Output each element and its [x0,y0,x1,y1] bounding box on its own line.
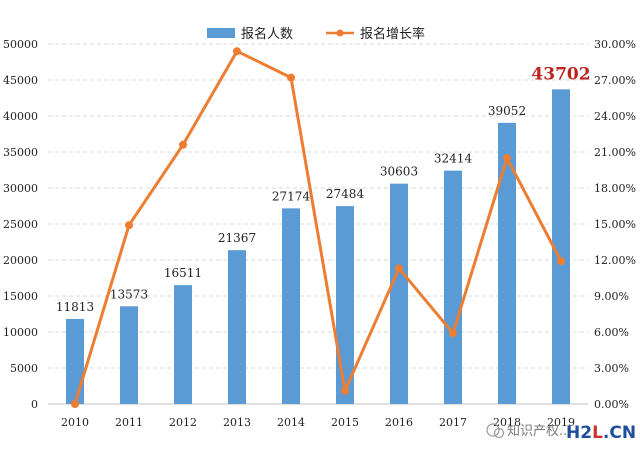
right-axis-tick: 9.00% [594,290,629,303]
right-axis-tick: 12.00% [594,254,636,267]
left-axis-tick: 35000 [3,146,38,159]
bar [444,170,462,404]
x-axis-tick: 2017 [439,416,467,429]
right-axis-tick: 30.00% [594,38,636,51]
watermark-text: 知识产权... [507,423,571,439]
bar-value-label: 27484 [326,187,365,201]
growth-line-path [73,49,563,405]
legend-bar-swatch [207,28,235,38]
left-axis-tick: 5000 [10,362,38,375]
x-axis-tick: 2018 [493,416,521,429]
bar-value-label-highlight: 43702 [531,64,590,84]
growth-line [71,47,565,408]
right-axis-tick: 24.00% [594,110,636,123]
bar-value-label: 39052 [488,104,526,118]
growth-point [71,400,79,408]
bar [228,250,246,404]
left-axis-tick: 20000 [3,254,38,267]
left-axis-tick: 15000 [3,290,38,303]
right-axis-tick: 27.00% [594,74,636,87]
growth-point [179,140,187,149]
bar [390,183,408,404]
bar-value-label: 30603 [380,165,418,179]
x-axis-tick: 2019 [547,416,575,429]
left-axis-tick: 25000 [3,218,38,231]
bar [66,318,84,404]
growth-point [503,154,511,162]
growth-point [557,257,565,266]
legend-line-marker [336,29,344,37]
left-axis-tick: 10000 [3,326,38,339]
bar-value-label: 11813 [56,300,94,314]
x-axis: 2010 2011 2012 2013 2014 2015 2016 2017 2018 2019 [61,416,575,429]
legend-line-label: 报名增长率 [360,26,425,42]
bar [498,122,516,405]
x-axis-tick: 2013 [223,416,251,429]
left-axis-tick: 50000 [3,38,38,51]
growth-point [395,264,403,273]
right-axis: 0.00% 3.00% 6.00% 9.00% 12.00% 15.00% 18.00% 21… [594,38,636,411]
right-axis-tick: 6.00% [594,326,629,339]
left-axis-tick: 0 [31,398,38,411]
legend-bar-label: 报名人数 [241,26,293,42]
bar [552,89,570,405]
bars [66,89,570,405]
bar-value-label: 32414 [434,152,473,166]
bar [174,285,192,404]
bar [120,306,138,404]
bar-value-label: 27174 [272,189,311,203]
x-axis-tick: 2014 [277,416,305,429]
bar-value-label: 13573 [110,287,148,301]
right-axis-tick: 21.00% [594,146,636,159]
wechat-icon-inner [493,427,505,439]
left-axis-tick: 40000 [3,110,38,123]
right-axis-tick: 15.00% [594,218,636,231]
x-axis-tick: 2012 [169,416,197,429]
x-axis-tick: 2016 [385,416,413,429]
bar-value-labels: 11813 13573 16511 21367 27174 27484 30603 32414… [56,64,591,314]
bar-value-label: 16511 [164,266,202,280]
growth-point [233,47,241,56]
bar-value-label: 21367 [218,231,256,245]
growth-point [341,386,349,395]
watermark-logo: H2L.CN [566,423,636,443]
growth-point [125,221,133,230]
right-axis-tick: 18.00% [594,182,636,195]
growth-point [449,329,457,338]
left-axis: 0 5000 10000 15000 20000 25000 30000 35000 40000… [3,38,38,411]
left-axis-tick: 30000 [3,182,38,195]
growth-point [287,73,295,82]
bar [282,208,300,404]
right-axis-tick: 0.00% [594,398,629,411]
bar [336,206,354,404]
legend: 报名人数 报名增长率 [207,26,425,42]
right-axis-tick: 3.00% [594,362,629,375]
watermark: 知识产权... H2L.CN [486,423,636,443]
left-axis-tick: 45000 [3,74,38,87]
x-axis-tick: 2010 [61,416,89,429]
wechat-icon [486,423,500,437]
x-axis-tick: 2015 [331,416,359,429]
x-axis-tick: 2011 [115,416,143,429]
